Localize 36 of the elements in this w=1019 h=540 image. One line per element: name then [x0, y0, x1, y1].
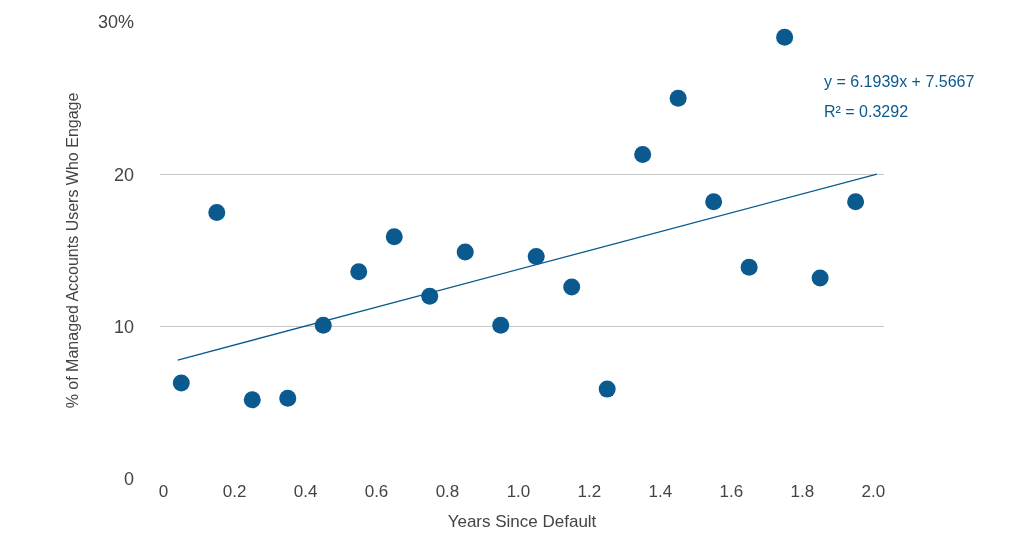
x-tick-label: 0.4: [293, 482, 318, 501]
point: [350, 263, 368, 281]
point: [492, 316, 510, 334]
annotation: y = 6.1939x + 7.5667: [824, 73, 975, 90]
point: [385, 228, 403, 246]
point: [598, 380, 616, 398]
point: [279, 389, 297, 407]
x-tick-label: 1.0: [506, 482, 531, 501]
x-tick-label: 1.6: [719, 482, 744, 501]
x-axis-title: Years Since Default: [447, 512, 597, 532]
point: [634, 146, 652, 164]
x-tick-label: 1.4: [648, 482, 673, 501]
point: [563, 278, 581, 296]
point: [243, 391, 261, 409]
point: [811, 269, 829, 287]
x-tick-label: 2.0: [861, 482, 886, 501]
y-axis-title: % of Managed Accounts Users Who Engage: [63, 92, 81, 409]
point: [527, 248, 545, 266]
x-tick-label: 0.6: [364, 482, 389, 501]
point: [208, 203, 226, 221]
point: [456, 243, 474, 261]
point: [172, 374, 190, 392]
y-tick-label: 10: [113, 316, 134, 337]
x-tick-label: 0.8: [435, 482, 460, 501]
point: [740, 258, 758, 276]
x-tick-label: 1.2: [577, 482, 602, 501]
x-tick-label: 1.8: [790, 482, 815, 501]
x-tick-label: 0: [158, 482, 169, 501]
annotation: R² = 0.3292: [824, 103, 909, 120]
y-tick-label: 30%: [97, 12, 134, 33]
y-tick-label: 20: [113, 164, 134, 185]
x-tick-label: 0.2: [222, 482, 247, 501]
point: [705, 193, 723, 211]
point: [847, 193, 865, 211]
point: [669, 89, 687, 107]
point: [776, 28, 794, 46]
